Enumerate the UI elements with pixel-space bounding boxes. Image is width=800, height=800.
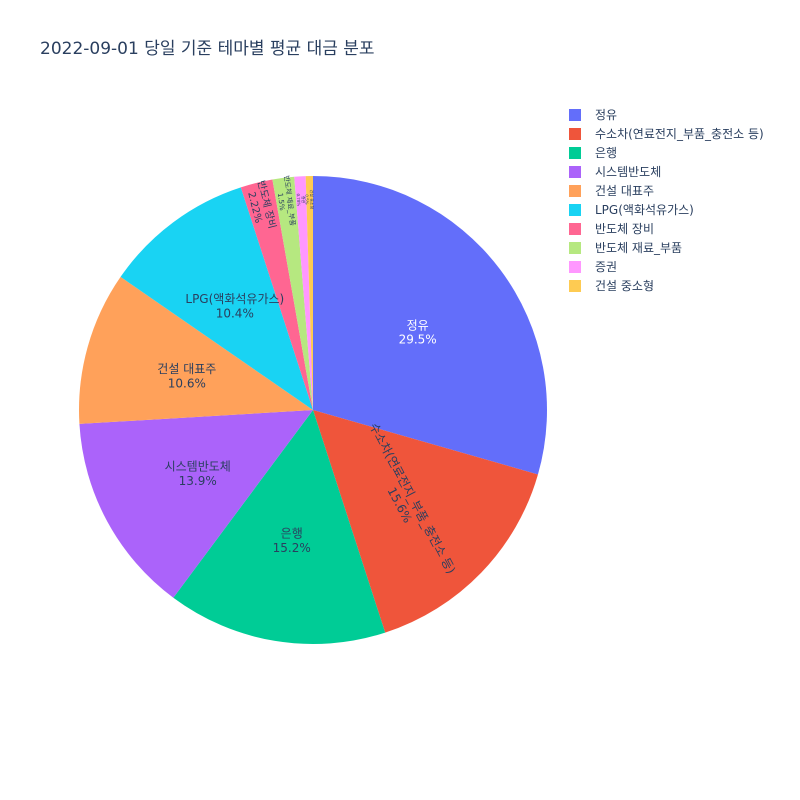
- legend-label: 건설 중소형: [595, 279, 655, 293]
- legend-label: 반도체 장비: [595, 222, 655, 236]
- pie-slice-2[interactable]: [313, 410, 538, 633]
- legend-swatch: [569, 222, 581, 235]
- slice-label-10: 건설 중소형0.5%: [304, 190, 315, 210]
- legend-label: 은행: [595, 146, 618, 160]
- legend-swatch: [569, 241, 581, 254]
- legend-label: 건설 대표주: [595, 184, 655, 198]
- slice-label-9: 증권0.78%: [296, 193, 308, 206]
- slice-label-5: 건설 대표주 10.6%: [157, 362, 216, 390]
- legend-item-1[interactable]: 정유: [569, 105, 764, 124]
- pie-slice-lpg-6[interactable]: [120, 187, 313, 410]
- pie-slice-8[interactable]: [272, 176, 313, 410]
- legend-swatch: [569, 127, 581, 140]
- legend-swatch: [569, 146, 581, 159]
- pie-slice-9[interactable]: [294, 176, 313, 410]
- pie-slice-10[interactable]: [305, 176, 313, 410]
- legend-item-7[interactable]: 반도체 장비: [569, 219, 764, 238]
- legend-item-5[interactable]: 건설 대표주: [569, 181, 764, 200]
- slice-label-4: 시스템반도체 13.9%: [165, 459, 231, 487]
- pie-slice-5[interactable]: [78, 276, 313, 424]
- legend-label: 정유: [595, 108, 618, 122]
- pie-slice-1[interactable]: [313, 176, 548, 475]
- legend-label: 시스템반도체: [595, 165, 662, 179]
- legend-label: LPG(액화석유가스): [595, 203, 694, 217]
- legend-label: 증권: [595, 260, 618, 274]
- legend-item-10[interactable]: 건설 중소형: [569, 276, 764, 295]
- slice-label-1: 정유 29.5%: [399, 318, 437, 346]
- pie-slice-7[interactable]: [240, 179, 313, 410]
- legend-item-3[interactable]: 은행: [569, 143, 764, 162]
- legend-swatch: [569, 184, 581, 197]
- slice-label-3: 은행 15.2%: [273, 526, 311, 555]
- legend-swatch: [569, 108, 581, 121]
- legend-item-4[interactable]: 시스템반도체: [569, 162, 764, 181]
- slice-label-lpg-6: LPG(액화석유가스) 10.4%: [185, 292, 284, 320]
- pie-slice-3[interactable]: [173, 410, 386, 644]
- legend-swatch: [569, 165, 581, 178]
- legend-swatch: [569, 279, 581, 292]
- legend-swatch: [569, 203, 581, 216]
- legend-label: 수소차(연료전지_부품_충전소 등): [595, 127, 764, 141]
- chart-title: 2022-09-01 당일 기준 테마별 평균 대금 분포: [40, 39, 375, 59]
- legend-item-lpg-6[interactable]: LPG(액화석유가스): [569, 200, 764, 219]
- pie-slice-4[interactable]: [79, 410, 314, 598]
- legend-item-8[interactable]: 반도체 재료_부품: [569, 238, 764, 257]
- legend-label: 반도체 재료_부품: [595, 241, 683, 255]
- legend-swatch: [569, 260, 581, 273]
- legend-item-9[interactable]: 증권: [569, 257, 764, 276]
- legend-item-2[interactable]: 수소차(연료전지_부품_충전소 등): [569, 124, 764, 143]
